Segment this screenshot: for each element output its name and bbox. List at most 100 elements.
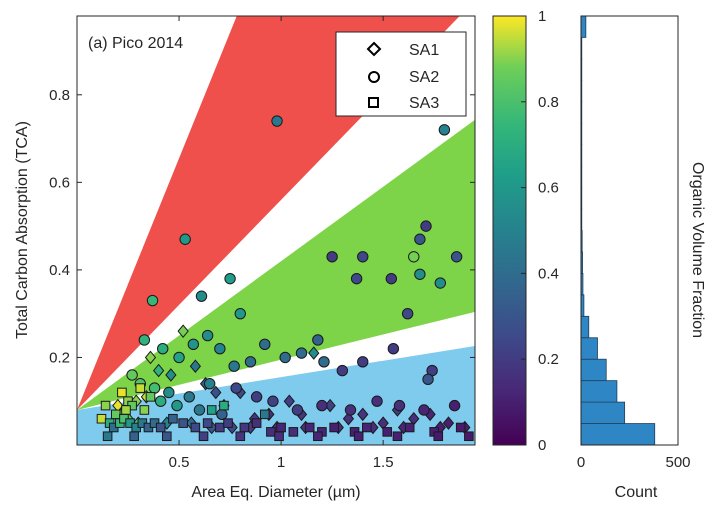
- data-point-sa3: [455, 422, 466, 433]
- data-point-sa2: [250, 391, 263, 403]
- data-point-sa2: [438, 124, 451, 136]
- y-tick-label: 0.6: [49, 174, 70, 191]
- scatter-ticks: 0.5 1 1.5 0.2 0.4 0.6 0.8: [49, 16, 475, 471]
- histogram-tick-label: 0: [577, 454, 585, 471]
- data-point-sa2: [295, 347, 308, 359]
- diamond-marker-icon: [366, 41, 382, 57]
- histogram-tick-label: 500: [665, 454, 690, 471]
- data-point-sa2: [318, 356, 330, 368]
- data-point-sa3: [329, 422, 339, 433]
- legend: SA1 SA2 SA3: [335, 31, 467, 117]
- data-point-sa3: [382, 427, 393, 437]
- data-point-sa3: [139, 405, 150, 415]
- data-point-sa2: [422, 373, 434, 386]
- data-point-sa2: [312, 334, 324, 346]
- data-point-sa3: [100, 400, 111, 411]
- square-marker-icon: [368, 97, 379, 108]
- data-point-sa2: [173, 351, 185, 364]
- data-point-sa3: [102, 431, 113, 442]
- data-point-sa2: [414, 268, 426, 280]
- data-point-sa3: [313, 431, 323, 442]
- data-point-sa3: [155, 422, 166, 433]
- data-point-sa2: [154, 395, 167, 407]
- histogram-bar: [580, 358, 607, 382]
- data-point-sa3: [135, 383, 146, 393]
- histogram-x-label: Count: [615, 484, 658, 501]
- colorbar-tick-label: 0.6: [538, 180, 559, 197]
- y-tick-label: 0.2: [49, 349, 70, 366]
- data-point-sa1: [283, 394, 295, 409]
- data-point-sa2: [157, 342, 169, 355]
- data-point-sa2: [187, 338, 200, 351]
- data-point-sa2: [183, 391, 195, 403]
- histogram-bar: [580, 401, 626, 424]
- data-point-sa2: [279, 351, 291, 364]
- data-point-sa3: [178, 418, 188, 428]
- region-wedge-3: [77, 345, 475, 410]
- data-point-sa3: [198, 431, 209, 442]
- data-point-sa2: [271, 115, 283, 127]
- scatter-axes-box: [76, 15, 476, 446]
- histogram-panel: 0 500 Count: [577, 15, 691, 501]
- histogram-ticks: 0 500: [577, 440, 691, 471]
- region-wedge-2: [77, 119, 475, 410]
- data-point-sa1: [152, 363, 165, 378]
- data-point-sa3: [239, 422, 250, 433]
- data-point-sa2: [418, 404, 430, 416]
- legend-label-sa1: SA1: [409, 42, 439, 59]
- x-axis-label: Area Eq. Diameter (µm): [191, 484, 360, 501]
- colorbar-tick-label: 0.8: [538, 94, 559, 111]
- data-point-sa1: [342, 411, 355, 426]
- data-point-sa3: [121, 405, 131, 415]
- data-point-sa3: [162, 431, 172, 442]
- data-point-sa3: [392, 431, 403, 442]
- legend-box: [335, 31, 467, 117]
- data-point-sa3: [433, 431, 444, 442]
- data-point-sa2: [336, 364, 349, 377]
- data-point-sa1: [357, 407, 369, 422]
- data-point-sa2: [420, 220, 432, 232]
- data-point-sa3: [266, 427, 276, 437]
- data-point-sa2: [357, 251, 369, 263]
- data-point-sa2: [224, 272, 236, 285]
- data-point-sa2: [216, 408, 228, 421]
- data-point-sa2: [316, 399, 328, 412]
- data-point-sa3: [464, 431, 474, 442]
- data-point-sa3: [117, 387, 127, 398]
- x-tick-label: 1: [277, 454, 285, 471]
- data-point-sa2: [371, 395, 383, 407]
- x-tick-label: 0.5: [169, 454, 190, 471]
- data-point-sa3: [129, 431, 139, 442]
- data-point-sa3: [274, 431, 284, 442]
- data-point-sa3: [353, 431, 364, 442]
- data-point-sa3: [276, 422, 286, 433]
- data-point-sa3: [304, 422, 315, 433]
- data-point-sa3: [96, 413, 107, 424]
- histogram-bars: [580, 15, 656, 446]
- colorbar-tick-label: 0.2: [538, 351, 559, 368]
- data-point-sa2: [267, 395, 279, 407]
- legend-entry-sa2: SA2: [368, 69, 439, 86]
- data-point-sa2: [203, 378, 216, 390]
- data-point-sa2: [244, 356, 257, 368]
- data-point-sa3: [259, 409, 270, 420]
- scatter-panel: 0.5 1 1.5 0.2 0.4 0.6 0.8 (a) Pico 2014 Area E…: [14, 15, 476, 501]
- legend-entry-sa3: SA3: [368, 95, 439, 112]
- data-point-sa3: [202, 418, 213, 428]
- data-point-sa1: [210, 385, 222, 400]
- colorbar-label: Organic Volume Fraction: [689, 162, 706, 338]
- data-point-sa2: [179, 233, 191, 245]
- colorbar-tick-label: 0.4: [538, 265, 559, 282]
- data-point-sa3: [362, 422, 372, 433]
- data-point-sa3: [168, 413, 178, 424]
- legend-label-sa2: SA2: [409, 69, 439, 86]
- data-point-sa3: [145, 392, 156, 402]
- data-point-sa2: [448, 399, 461, 412]
- data-point-sa2: [228, 360, 240, 372]
- data-point-sa2: [230, 382, 242, 394]
- data-point-sa1: [165, 368, 177, 382]
- data-point-sa2: [146, 294, 159, 307]
- data-point-sa1: [144, 350, 157, 365]
